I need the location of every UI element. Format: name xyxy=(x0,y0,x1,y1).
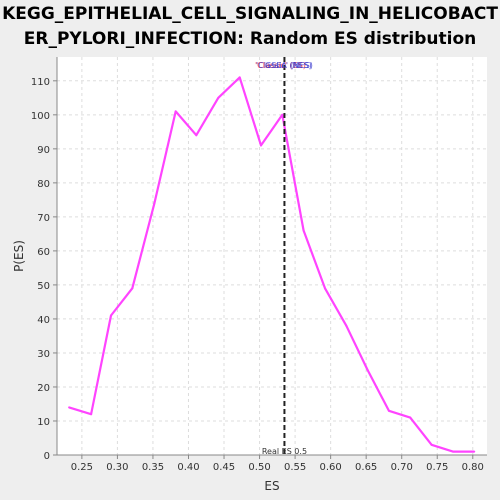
data-point xyxy=(323,287,326,290)
x-tick-label: 0.30 xyxy=(106,462,128,473)
marker-layer: Real ES 0.5 'Classic' (ES)'Classic' (NES)… xyxy=(255,57,313,456)
y-tick-label: 0 xyxy=(44,451,50,462)
data-point xyxy=(195,134,198,137)
y-tick-label: 60 xyxy=(37,247,50,258)
data-point xyxy=(238,76,241,79)
data-point xyxy=(153,202,156,205)
data-point xyxy=(387,409,390,412)
x-tick-label: 0.45 xyxy=(213,462,235,473)
plot-background xyxy=(57,57,487,455)
x-tick-label: 0.80 xyxy=(462,462,484,473)
y-tick-label: 20 xyxy=(37,383,50,394)
data-point xyxy=(110,314,113,317)
y-tick-label: 90 xyxy=(37,145,50,156)
statistic-annotation: 'Classic' (NES) xyxy=(256,61,313,70)
y-axis-label: P(ES) xyxy=(12,240,26,272)
data-point xyxy=(90,413,93,416)
statistic-annotation: 'Classic' (ES) xyxy=(255,61,306,70)
chart-title-line-2: ER_PYLORI_INFECTION: Random ES distribut… xyxy=(23,29,477,49)
data-point xyxy=(366,368,369,371)
y-tick-label: 110 xyxy=(31,77,50,88)
x-tick-label: 0.75 xyxy=(426,462,448,473)
x-tick-label: 0.40 xyxy=(177,462,199,473)
statistic-annotation: GSEA (NES) xyxy=(265,61,312,70)
x-tick-label: 0.60 xyxy=(320,462,342,473)
data-point xyxy=(409,416,412,419)
data-point xyxy=(430,443,433,446)
y-tick-label: 100 xyxy=(31,111,50,122)
y-tick-label: 10 xyxy=(37,417,50,428)
data-point xyxy=(174,110,177,113)
data-point xyxy=(302,229,305,232)
chart-title-line-1: KEGG_EPITHELIAL_CELL_SIGNALING_IN_HELICO… xyxy=(2,4,498,24)
y-tick-label: 50 xyxy=(37,281,50,292)
data-point xyxy=(473,450,476,453)
data-point xyxy=(451,450,454,453)
x-ticks: 0.25 0.30 0.35 0.40 0.45 0.50 0.55 0.60 0.65 0.70… xyxy=(71,455,484,473)
chart-title: KEGG_EPITHELIAL_CELL_SIGNALING_IN_HELICO… xyxy=(0,2,500,52)
data-point xyxy=(217,96,220,99)
data-point xyxy=(68,406,71,409)
series-layer xyxy=(68,76,476,453)
y-tick-label: 80 xyxy=(37,179,50,190)
axes xyxy=(56,57,487,456)
data-point xyxy=(281,113,284,116)
x-axis-label: ES xyxy=(264,479,279,493)
x-tick-label: 0.35 xyxy=(142,462,164,473)
y-tick-label: 40 xyxy=(37,315,50,326)
real-es-label: Real ES 0.5 xyxy=(262,447,307,456)
data-point xyxy=(259,144,262,147)
x-tick-label: 0.25 xyxy=(71,462,93,473)
x-tick-label: 0.70 xyxy=(391,462,413,473)
x-tick-label: 0.50 xyxy=(248,462,270,473)
x-tick-label: 0.55 xyxy=(284,462,306,473)
y-ticks: 0 10 20 30 40 50 60 70 80 90 100 110 xyxy=(31,77,57,462)
grid xyxy=(57,57,487,456)
x-tick-label: 0.65 xyxy=(355,462,377,473)
series-line xyxy=(68,76,475,453)
data-point xyxy=(131,287,134,290)
y-tick-label: 70 xyxy=(37,213,50,224)
y-tick-label: 30 xyxy=(37,349,50,360)
data-point xyxy=(345,324,348,327)
